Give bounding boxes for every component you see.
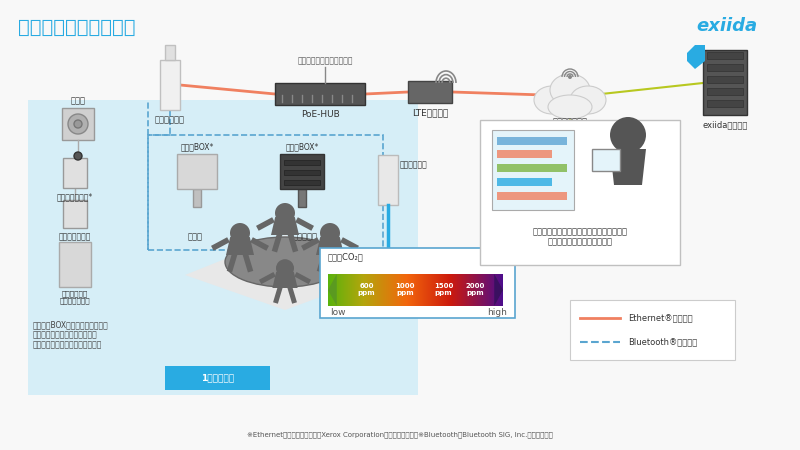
- Polygon shape: [185, 235, 380, 310]
- Circle shape: [276, 259, 294, 277]
- Bar: [707, 76, 743, 83]
- Text: お客さまのスマートフォン・タブレット・
パソコンなどでいつでも確認: お客さまのスマートフォン・タブレット・ パソコンなどでいつでも確認: [533, 227, 627, 247]
- Circle shape: [74, 120, 82, 128]
- Circle shape: [568, 75, 572, 79]
- Text: 1000
ppm: 1000 ppm: [395, 284, 414, 297]
- Bar: [165, 45, 175, 60]
- Bar: [298, 189, 306, 207]
- Bar: [497, 164, 567, 172]
- Text: インターネット
回線: インターネット 回線: [553, 117, 587, 136]
- Ellipse shape: [548, 95, 592, 119]
- Circle shape: [230, 223, 250, 243]
- Bar: [320, 248, 515, 318]
- Text: スマートプラグ*: スマートプラグ*: [57, 192, 93, 201]
- Text: Ethernet®（有線）: Ethernet®（有線）: [628, 314, 693, 323]
- Text: 600
ppm: 600 ppm: [358, 284, 375, 297]
- Bar: [703, 50, 747, 115]
- Bar: [408, 81, 452, 103]
- Polygon shape: [494, 274, 503, 306]
- Ellipse shape: [225, 237, 345, 287]
- Ellipse shape: [534, 86, 570, 114]
- Circle shape: [74, 152, 82, 160]
- Bar: [62, 108, 94, 140]
- Bar: [28, 100, 418, 395]
- Text: Bluetooth®（無線）: Bluetooth®（無線）: [628, 338, 698, 346]
- Text: 環境センサー: 環境センサー: [400, 160, 428, 169]
- Text: 室内のCO₂量: 室内のCO₂量: [328, 252, 364, 261]
- Text: ＊リレーBOX、スマートプラグは
換気機器の種類によりどちらか
１個を設置することができます。: ＊リレーBOX、スマートプラグは 換気機器の種類によりどちらか １個を設置するこ…: [33, 320, 109, 350]
- Text: スマートプラグ: スマートプラグ: [59, 232, 91, 241]
- Polygon shape: [226, 237, 254, 255]
- Polygon shape: [272, 272, 298, 288]
- Text: exiidaサーバー: exiidaサーバー: [702, 120, 748, 129]
- Text: 換気扇: 換気扇: [70, 96, 86, 105]
- Bar: [378, 155, 398, 205]
- Text: PoE-HUB: PoE-HUB: [301, 110, 339, 119]
- Polygon shape: [316, 237, 344, 255]
- Ellipse shape: [550, 74, 590, 106]
- Bar: [497, 150, 552, 158]
- Bar: [492, 130, 574, 210]
- Text: low: low: [330, 308, 346, 317]
- Circle shape: [68, 114, 88, 134]
- Text: 1区画の構成: 1区画の構成: [202, 374, 234, 382]
- Text: 空調機: 空調機: [187, 232, 202, 241]
- Text: システム構成（一例）: システム構成（一例）: [18, 18, 135, 37]
- Bar: [707, 52, 743, 59]
- Bar: [497, 192, 567, 200]
- Text: 2000
ppm: 2000 ppm: [466, 284, 485, 297]
- Text: 他区画のゲートウェイより: 他区画のゲートウェイより: [298, 56, 353, 65]
- Bar: [284, 170, 320, 175]
- Bar: [707, 88, 743, 95]
- Polygon shape: [328, 274, 337, 306]
- Ellipse shape: [570, 86, 606, 114]
- Bar: [284, 160, 320, 165]
- Bar: [59, 242, 91, 287]
- Bar: [63, 158, 87, 188]
- Polygon shape: [275, 83, 365, 105]
- Bar: [707, 64, 743, 71]
- Bar: [284, 180, 320, 185]
- Bar: [592, 149, 620, 171]
- Bar: [148, 135, 383, 250]
- Text: 1500
ppm: 1500 ppm: [434, 284, 453, 297]
- Circle shape: [275, 203, 295, 223]
- Bar: [480, 120, 680, 265]
- Bar: [160, 60, 180, 110]
- Text: exiida: exiida: [697, 17, 758, 35]
- Bar: [497, 137, 567, 145]
- Polygon shape: [271, 217, 299, 235]
- Circle shape: [320, 223, 340, 243]
- Bar: [497, 178, 552, 186]
- Bar: [707, 100, 743, 107]
- Text: オゾン消毒器
〈オプション〉: オゾン消毒器 〈オプション〉: [60, 290, 90, 304]
- Text: ゲートウェイ: ゲートウェイ: [155, 115, 185, 124]
- Bar: [570, 300, 735, 360]
- Text: リレーBOX*: リレーBOX*: [286, 142, 318, 151]
- Bar: [177, 154, 217, 189]
- Text: high: high: [487, 308, 507, 317]
- Bar: [280, 154, 324, 189]
- Bar: [63, 200, 87, 228]
- Text: 全熱交換器: 全熱交換器: [293, 232, 318, 241]
- Polygon shape: [687, 45, 705, 69]
- Text: LTEルーター: LTEルーター: [412, 108, 448, 117]
- Bar: [165, 366, 270, 390]
- Text: リレーBOX*: リレーBOX*: [180, 142, 214, 151]
- Polygon shape: [610, 149, 646, 185]
- Polygon shape: [384, 260, 392, 273]
- Circle shape: [610, 117, 646, 153]
- Text: ※Ethernet（イーサネット）はXerox Corporationの登録商標です。※BluetoothはBluetooth SIG, Inc.の商標です。: ※Ethernet（イーサネット）はXerox Corporationの登録商標…: [247, 432, 553, 438]
- Bar: [193, 189, 201, 207]
